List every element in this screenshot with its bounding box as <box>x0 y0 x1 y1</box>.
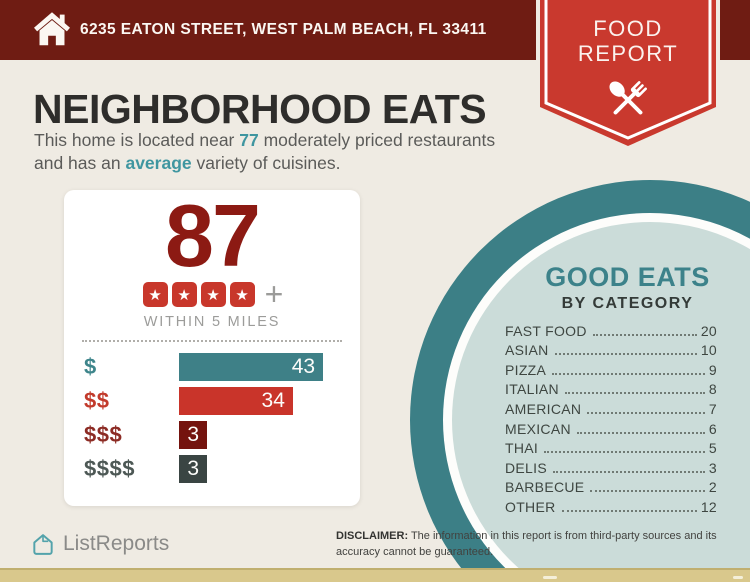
dotted-leader <box>552 372 705 375</box>
dotted-leader <box>576 431 705 434</box>
star-icon: ★ <box>171 282 197 307</box>
star-icon: ★ <box>200 282 226 307</box>
category-label: THAI <box>505 440 539 457</box>
category-list: FAST FOOD 20 ASIAN 10 PIZZA 9 ITALIAN 8 AMERICAN… <box>505 319 717 515</box>
price-bar: 3 <box>179 455 207 483</box>
dotted-leader <box>544 451 705 454</box>
star-rating: ★ ★ ★ ★ + <box>64 276 360 312</box>
price-level-label: $ <box>84 354 97 379</box>
subtitle-text: moderately priced restaurants and has an <box>34 130 496 174</box>
category-value: 20 <box>700 322 717 339</box>
category-label: OTHER <box>505 498 556 515</box>
star-icon: ★ <box>142 282 168 307</box>
category-label: ASIAN <box>505 342 549 359</box>
subtitle-text: This home is located near <box>34 130 240 150</box>
category-row: DELIS 3 <box>505 456 717 476</box>
category-label: ITALIAN <box>505 381 559 398</box>
good-eats-heading: GOOD EATS BY CATEGORY <box>495 262 750 313</box>
price-level-label: $$$$ <box>84 456 135 481</box>
category-value: 12 <box>700 498 717 515</box>
home-icon <box>34 12 70 46</box>
price-bar-row: $$$ 3 <box>84 421 344 449</box>
plus-sign: + <box>264 276 284 312</box>
category-label: FAST FOOD <box>505 322 587 339</box>
category-label: AMERICAN <box>505 400 582 417</box>
price-level-label: $$ <box>84 388 110 413</box>
badge-line1: FOOD <box>593 16 663 41</box>
restaurant-score: 87 <box>165 186 261 285</box>
disclaimer-text: The information in this report is from t… <box>336 530 717 558</box>
category-label: DELIS <box>505 459 547 476</box>
category-value: 7 <box>708 400 717 417</box>
category-value: 9 <box>708 361 717 378</box>
page-title: NEIGHBORHOOD EATS <box>33 86 487 132</box>
price-bar: 34 <box>179 387 293 415</box>
listreports-brand: ListReports <box>30 531 169 557</box>
dotted-leader <box>554 353 697 356</box>
dotted-leader <box>592 333 697 336</box>
category-row: AMERICAN 7 <box>505 397 717 417</box>
dotted-leader <box>590 490 705 493</box>
category-label: BARBECUE <box>505 479 585 496</box>
category-value: 6 <box>708 420 717 437</box>
category-row: ASIAN 10 <box>505 339 717 359</box>
category-value: 3 <box>708 459 717 476</box>
subtitle-text: variety of cuisines. <box>191 153 341 174</box>
category-row: OTHER 12 <box>505 495 717 515</box>
price-bar: 43 <box>179 353 324 381</box>
category-value: 5 <box>708 440 717 457</box>
good-eats-title: GOOD EATS <box>545 262 710 292</box>
category-row: BARBECUE 2 <box>505 476 717 496</box>
strip-mark <box>733 576 743 579</box>
star-icon: ★ <box>229 282 255 307</box>
price-bar-chart: $43 $$ 34 $$$ 3 $$$$ 3 <box>84 353 344 489</box>
property-address: 6235 EATON STREET, WEST PALM BEACH, FL 3… <box>80 21 487 38</box>
disclaimer-label: DISCLAIMER: <box>336 530 409 542</box>
page-subtitle: This home is located near 77 moderately … <box>34 129 512 176</box>
restaurant-count: 77 <box>239 130 259 150</box>
listreports-logo-icon <box>33 534 53 555</box>
price-bar-row: $$$$ 3 <box>84 455 344 483</box>
strip-mark <box>543 576 557 579</box>
good-eats-subtitle: BY CATEGORY <box>561 295 694 312</box>
category-value: 10 <box>700 342 717 359</box>
dotted-leader <box>552 470 705 473</box>
price-bar-row: $$ 34 <box>84 387 344 415</box>
dotted-leader <box>564 392 705 395</box>
price-bar: 3 <box>179 421 207 449</box>
category-row: FAST FOOD 20 <box>505 319 717 339</box>
price-bar-row: $43 <box>84 353 344 381</box>
spoon-fork-crossed-icon <box>609 81 647 115</box>
dotted-divider <box>82 340 342 342</box>
ribbon-shape <box>536 0 720 150</box>
dotted-leader <box>561 509 697 512</box>
badge-line2: REPORT <box>577 41 679 66</box>
listreports-wordmark: ListReports <box>63 532 170 555</box>
food-report-ribbon: FOOD REPORT <box>536 0 720 152</box>
variety-highlight: average <box>125 153 192 174</box>
price-level-label: $$$ <box>84 422 123 447</box>
category-row: MEXICAN 6 <box>505 417 717 437</box>
category-label: MEXICAN <box>505 420 571 437</box>
category-label: PIZZA <box>505 361 547 378</box>
category-row: ITALIAN 8 <box>505 378 717 398</box>
category-value: 8 <box>708 381 717 398</box>
disclaimer: DISCLAIMER: The information in this repo… <box>336 529 734 561</box>
radius-label: WITHIN 5 MILES <box>143 314 281 330</box>
category-row: PIZZA 9 <box>505 358 717 378</box>
category-row: THAI 5 <box>505 437 717 457</box>
score-card: 87 ★ ★ ★ ★ + WITHIN 5 MILES $43 $$ 34 $$$ 3 $$$$ 3 <box>64 190 360 506</box>
category-value: 2 <box>708 479 717 496</box>
bottom-strip <box>0 568 750 582</box>
dotted-leader <box>587 411 705 414</box>
